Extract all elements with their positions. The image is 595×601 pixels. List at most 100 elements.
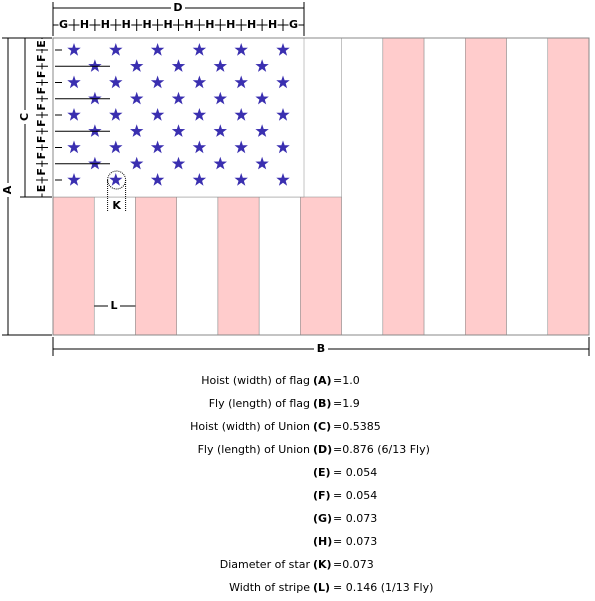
left-label: E xyxy=(35,40,48,48)
spec-key: (K) xyxy=(313,558,332,571)
left-label: F xyxy=(35,168,48,176)
top-label: G xyxy=(59,18,68,31)
star xyxy=(234,43,248,56)
label-bg xyxy=(58,19,69,31)
stripe xyxy=(258,196,301,336)
left-label: F xyxy=(35,103,48,111)
star xyxy=(67,43,81,56)
star xyxy=(88,59,102,72)
label-bg xyxy=(37,53,47,64)
star xyxy=(109,140,123,154)
star xyxy=(192,173,207,186)
label-bg xyxy=(79,19,90,31)
star xyxy=(234,140,248,154)
spec-label: Diameter of star xyxy=(220,558,311,571)
star xyxy=(130,91,144,105)
star xyxy=(88,91,102,105)
spec-value: =1.0 xyxy=(333,374,360,387)
star xyxy=(171,59,186,72)
dim-label: D xyxy=(173,1,182,14)
label-bg xyxy=(37,101,47,112)
dim-label: C xyxy=(18,113,31,121)
star xyxy=(255,91,269,105)
label-bg xyxy=(142,19,153,31)
star xyxy=(88,124,102,137)
star xyxy=(234,173,248,186)
star xyxy=(109,173,123,186)
star xyxy=(171,156,186,170)
label-bg xyxy=(37,39,47,49)
top-label: H xyxy=(143,18,152,31)
label-bg xyxy=(288,19,299,31)
star xyxy=(192,108,207,121)
dim-label: A xyxy=(1,185,14,194)
label-bg xyxy=(37,166,47,177)
spec-key: (H) xyxy=(313,535,332,548)
dim-label: K xyxy=(112,199,121,212)
spec-value: =0.876 (6/13 Fly) xyxy=(333,443,430,456)
star xyxy=(67,75,81,89)
star xyxy=(130,59,144,72)
top-label: H xyxy=(205,18,214,31)
star xyxy=(130,124,144,137)
top-label: H xyxy=(80,18,89,31)
star xyxy=(234,75,248,89)
star xyxy=(255,59,269,72)
top-label: H xyxy=(247,18,256,31)
spec-value: =1.9 xyxy=(333,397,360,410)
dim-label: B xyxy=(317,342,325,355)
dim-label: L xyxy=(110,299,117,312)
label-bg xyxy=(37,118,47,129)
star xyxy=(255,156,269,170)
star xyxy=(109,43,123,56)
spec-key: (A) xyxy=(313,374,332,387)
star xyxy=(213,156,227,170)
left-label: F xyxy=(35,71,48,79)
top-label: G xyxy=(289,18,298,31)
stripe xyxy=(135,196,177,336)
stripe xyxy=(300,196,342,336)
top-label: H xyxy=(122,18,131,31)
spec-key: (E) xyxy=(313,466,331,479)
star xyxy=(150,140,165,154)
spec-value: = 0.146 (1/13 Fly) xyxy=(333,581,433,594)
star xyxy=(150,43,165,56)
top-label: H xyxy=(101,18,110,31)
top-label: H xyxy=(163,18,172,31)
star xyxy=(171,91,186,105)
stripe xyxy=(465,37,507,336)
spec-key: (C) xyxy=(313,420,331,433)
stripe xyxy=(382,37,425,336)
spec-label: Fly (length) of flag xyxy=(209,397,310,410)
spec-value: = 0.073 xyxy=(333,535,377,548)
label-bg xyxy=(100,19,111,31)
top-label: H xyxy=(268,18,277,31)
left-label: F xyxy=(35,54,48,62)
star xyxy=(255,124,269,137)
label-bg xyxy=(163,19,174,31)
label-bg xyxy=(37,183,47,194)
star xyxy=(192,140,207,154)
star xyxy=(213,124,227,137)
star xyxy=(192,43,207,56)
label-bg xyxy=(37,134,47,145)
label-bg xyxy=(246,19,257,31)
star xyxy=(234,108,248,121)
star xyxy=(150,75,165,89)
star xyxy=(150,173,165,186)
label-bg xyxy=(171,1,185,14)
label-bg xyxy=(204,19,215,31)
star xyxy=(67,108,81,121)
stripe xyxy=(93,196,136,336)
spec-key: (L) xyxy=(313,581,330,594)
stripe xyxy=(217,196,260,336)
star xyxy=(109,75,123,89)
label-bg xyxy=(225,19,236,31)
spec-key: (G) xyxy=(313,512,332,525)
label-bg xyxy=(37,150,47,161)
top-label: H xyxy=(184,18,193,31)
star xyxy=(192,75,207,89)
label-bg xyxy=(2,183,14,197)
stripe xyxy=(52,196,95,336)
